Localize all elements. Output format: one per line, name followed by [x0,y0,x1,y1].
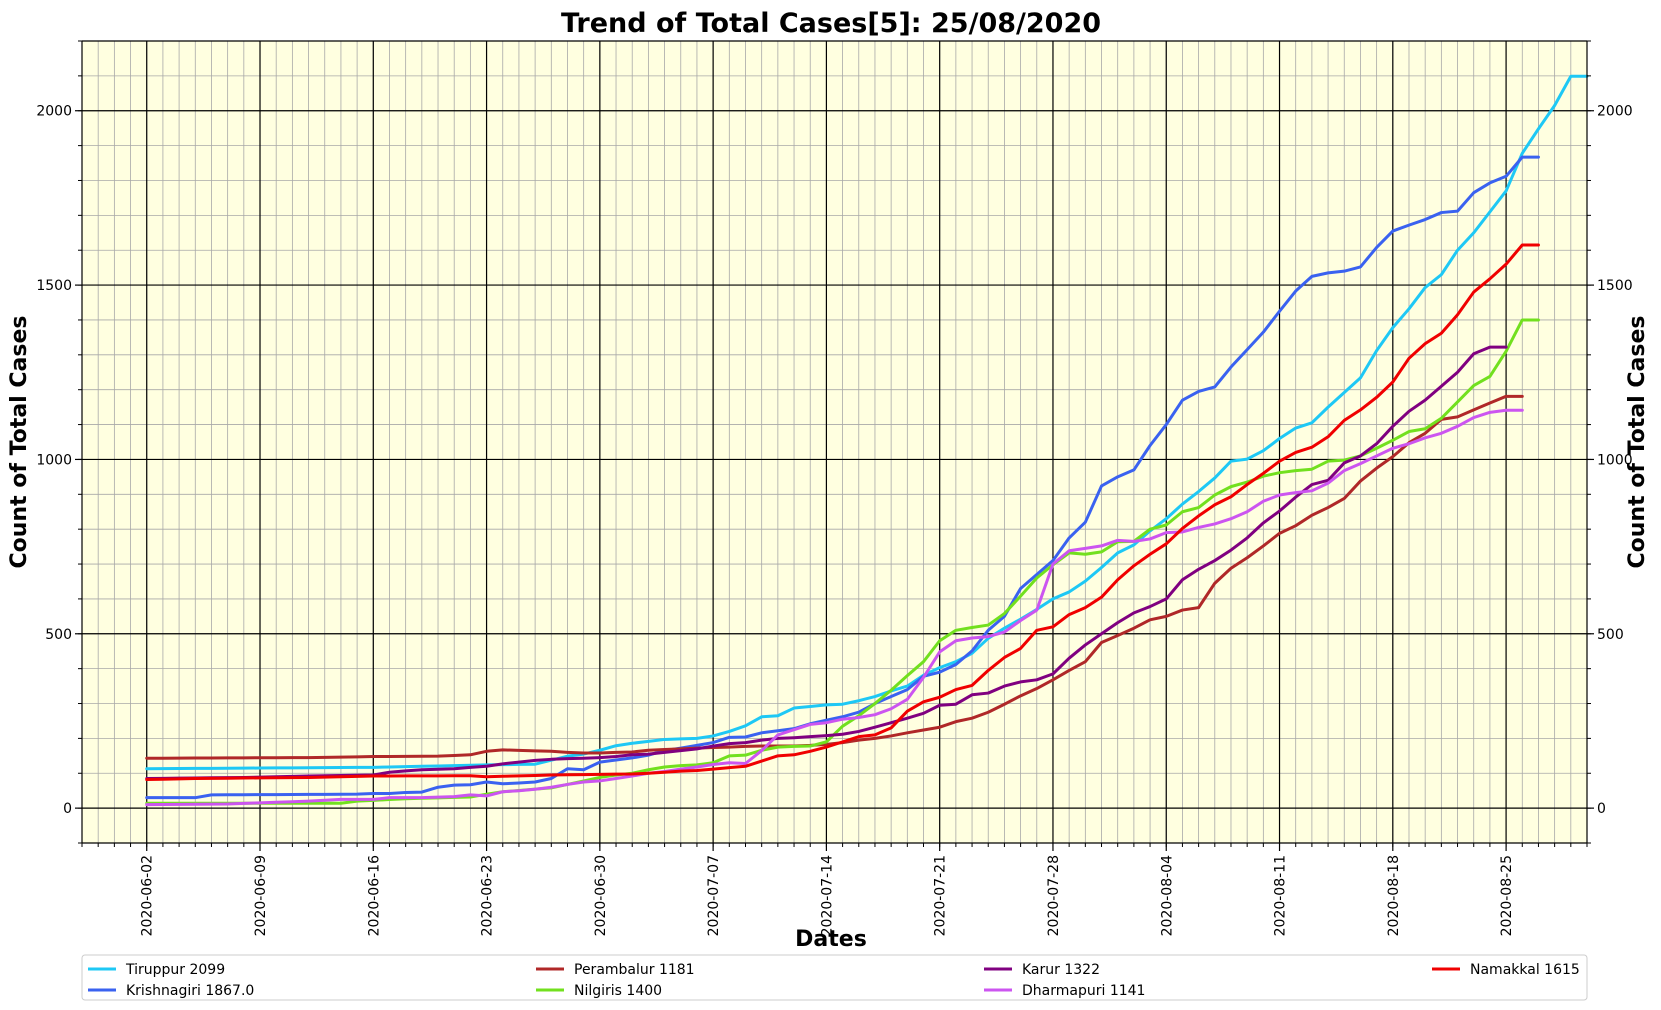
plot-background [82,41,1587,843]
y-right-tick-label: 1000 [1597,452,1633,468]
legend-label-3: Nilgiris 1400 [574,983,662,999]
y-axis-left-ticks: 0 500 1000 1500 2000 [36,104,82,817]
y-right-tick-label: 0 [1597,801,1606,817]
x-tick-label: 2020-07-14 [819,855,835,936]
x-tick-label: 2020-06-09 [253,855,269,936]
legend: Tiruppur 2099 Krishnagiri 1867.0 Perambalu… [81,954,1588,1001]
legend-label-2: Perambalur 1181 [574,962,695,978]
y-axis-label-left: Count of Total Cases [7,316,32,569]
legend-label-1: Krishnagiri 1867.0 [126,983,254,999]
x-tick-label: 2020-08-04 [1159,855,1175,936]
x-tick-label: 2020-07-07 [706,855,722,936]
x-axis-ticks: 2020-06-02 2020-06-09 2020-06-16 2020-06-23… [140,843,1515,936]
y-right-tick-label: 1500 [1597,278,1633,294]
x-tick-label: 2020-07-28 [1046,855,1062,936]
y-left-tick-label: 0 [63,801,72,817]
y-right-tick-label: 2000 [1597,104,1633,120]
series-line-6 [145,243,1540,782]
y-left-tick-label: 1000 [36,452,72,468]
y-axis-right-ticks: 0 500 1000 1500 2000 [1587,104,1633,817]
x-tick-label: 2020-08-11 [1273,855,1289,936]
series-line-1 [145,155,1540,800]
y-axis-label-right: Count of Total Cases [1625,316,1650,569]
x-tick-label: 2020-08-25 [1499,855,1515,936]
x-axis-label: Dates [795,927,867,952]
series-layer [145,74,1589,807]
x-tick-label: 2020-06-30 [593,855,609,936]
x-tick-label: 2020-07-21 [933,855,949,936]
x-tick-label: 2020-08-18 [1386,855,1402,936]
x-tick-label: 2020-06-02 [140,855,156,936]
legend-box [81,954,1588,1001]
y-left-tick-label: 1500 [36,278,72,294]
y-right-tick-label: 500 [1597,627,1624,643]
y-left-tick-label: 500 [45,627,72,643]
y-left-tick-label: 2000 [36,104,72,120]
legend-label-6: Namakkal 1615 [1470,962,1580,978]
plot-area [82,41,1587,843]
x-tick-label: 2020-06-23 [480,855,496,936]
x-tick-label: 2020-06-16 [366,855,382,936]
legend-label-4: Karur 1322 [1022,962,1100,978]
series-line-0 [145,74,1589,771]
chart-title: Trend of Total Cases[5]: 25/08/2020 [561,8,1101,39]
legend-label-5: Dharmapuri 1141 [1022,983,1145,999]
series-line-5 [145,408,1524,807]
legend-label-0: Tiruppur 2099 [125,962,225,978]
